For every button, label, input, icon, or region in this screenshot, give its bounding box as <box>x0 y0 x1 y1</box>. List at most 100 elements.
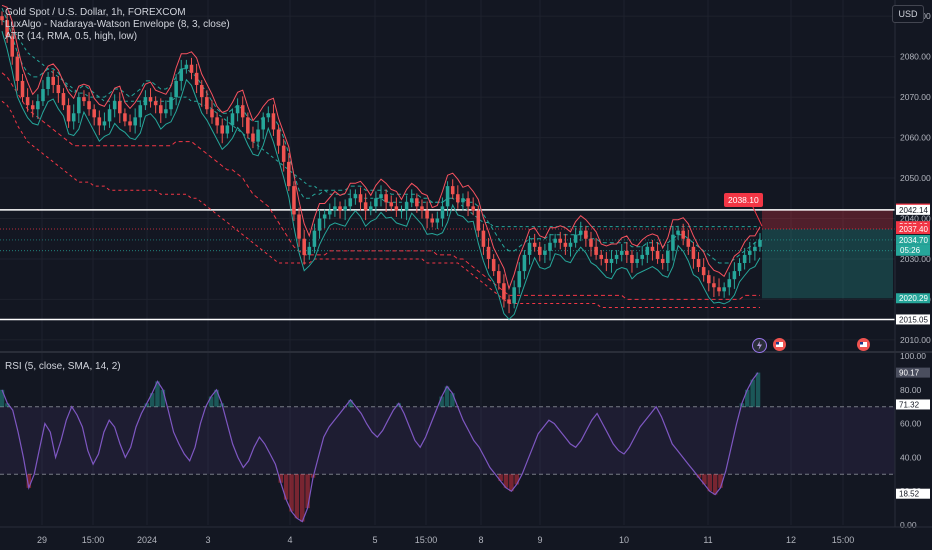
candle-body <box>609 258 614 264</box>
axis-price-label: 2015.05 <box>899 315 928 324</box>
candle-body <box>409 198 414 203</box>
candle-body <box>328 210 332 215</box>
candle-body <box>686 238 691 247</box>
floating-price-label: 2038.10 <box>724 193 763 207</box>
rsi-y-axis-tick-label: 60.00 <box>900 419 922 429</box>
candle-body <box>46 76 50 90</box>
candle-body <box>287 161 291 187</box>
candle-body <box>507 299 511 304</box>
rsi-axis-badge <box>896 488 930 499</box>
candle-body <box>753 246 757 251</box>
x-axis-tick-label: 15:00 <box>415 535 438 545</box>
candle-body <box>558 238 563 243</box>
candle-body <box>322 214 327 219</box>
candle-body <box>619 250 624 255</box>
flag-event-icon[interactable] <box>773 338 786 351</box>
candle-body <box>502 283 506 300</box>
take-profit-zone <box>762 229 893 299</box>
candle-body <box>51 76 55 85</box>
indicator-atr-label: ATR (14, RMA, 0.5, high, low) <box>5 31 138 42</box>
candle-body <box>97 117 102 126</box>
candle-body <box>717 287 721 292</box>
candle-body <box>317 218 322 231</box>
candle-body <box>666 250 670 264</box>
lightning-icon[interactable] <box>752 338 767 353</box>
candle-body <box>415 198 419 207</box>
candle-body <box>696 258 701 268</box>
x-axis-tick-label: 9 <box>537 535 542 545</box>
candle-body <box>466 198 470 207</box>
candle-body <box>220 125 225 134</box>
y-axis-tick-label: 2010.00 <box>900 335 931 345</box>
candle-body <box>307 246 312 255</box>
candle-body <box>297 214 301 239</box>
candle-body <box>389 202 394 207</box>
y-axis-tick-label: 2050.00 <box>900 173 931 183</box>
candle-body <box>169 97 173 110</box>
candle-body <box>384 194 388 203</box>
axis-price-badge <box>896 314 930 325</box>
atr-band-lower <box>1 100 760 308</box>
candle-body <box>578 230 583 235</box>
candle-body <box>143 97 148 106</box>
candle-body <box>194 72 199 85</box>
candle-body <box>461 198 465 203</box>
candle-body <box>425 210 429 219</box>
candle-body <box>148 97 153 102</box>
candle-body <box>517 271 522 288</box>
candle-body <box>676 230 680 235</box>
x-axis-tick-label: 4 <box>287 535 292 545</box>
rsi-indicator-label: RSI (5, close, SMA, 14, 2) <box>5 361 121 372</box>
candle-body <box>215 117 219 126</box>
candle-body <box>358 194 363 203</box>
candle-body <box>722 287 726 292</box>
candle-body <box>87 101 91 110</box>
candle-body <box>15 56 20 81</box>
candle-body <box>491 258 496 272</box>
candle-body <box>727 279 732 288</box>
candle-body <box>368 206 373 211</box>
candle-body <box>158 105 163 114</box>
candle-body <box>333 206 337 211</box>
candle-body <box>210 109 214 118</box>
rsi-axis-label: 71.32 <box>899 400 920 409</box>
axis-price-badge <box>896 224 930 235</box>
candle-body <box>281 145 286 162</box>
axis-price-badge <box>896 204 930 215</box>
x-axis-tick-label: 15:00 <box>82 535 105 545</box>
candle-body <box>205 97 209 110</box>
stop-loss-zone <box>762 209 893 230</box>
candle-body <box>399 210 404 212</box>
candle-body <box>625 250 629 255</box>
candle-body <box>82 97 86 102</box>
atr-band-upper <box>1 19 760 228</box>
y-axis-tick-label: 2080.00 <box>900 52 931 62</box>
candle-body <box>476 210 481 231</box>
candle-body <box>230 113 235 126</box>
candle-body <box>691 246 696 259</box>
nw-envelope-upper <box>1 7 761 264</box>
candle-body <box>36 101 40 110</box>
x-axis-tick-label: 11 <box>703 535 712 545</box>
countdown-label: 05:26 <box>900 246 921 255</box>
candle-body <box>404 202 409 211</box>
candle-body <box>456 194 460 203</box>
candle-body <box>225 125 230 134</box>
currency-selector-button[interactable]: USD <box>892 5 924 23</box>
candle-body <box>420 206 424 211</box>
candle-body <box>363 202 368 211</box>
floating-label-pointer <box>751 204 763 227</box>
candle-body <box>635 258 639 264</box>
rsi-y-axis-tick-label: 80.00 <box>900 385 922 395</box>
candle-body <box>123 113 127 122</box>
candle-body <box>240 105 245 118</box>
symbol-title: Gold Spot / U.S. Dollar, 1h, FOREXCOM <box>5 7 186 18</box>
candle-body <box>20 80 25 98</box>
flag-event-icon-2[interactable] <box>857 338 870 351</box>
candle-body <box>537 246 542 255</box>
price-band-upper <box>1 4 761 291</box>
candle-body <box>543 250 547 255</box>
candle-body <box>184 64 189 69</box>
candle-body <box>348 198 353 207</box>
